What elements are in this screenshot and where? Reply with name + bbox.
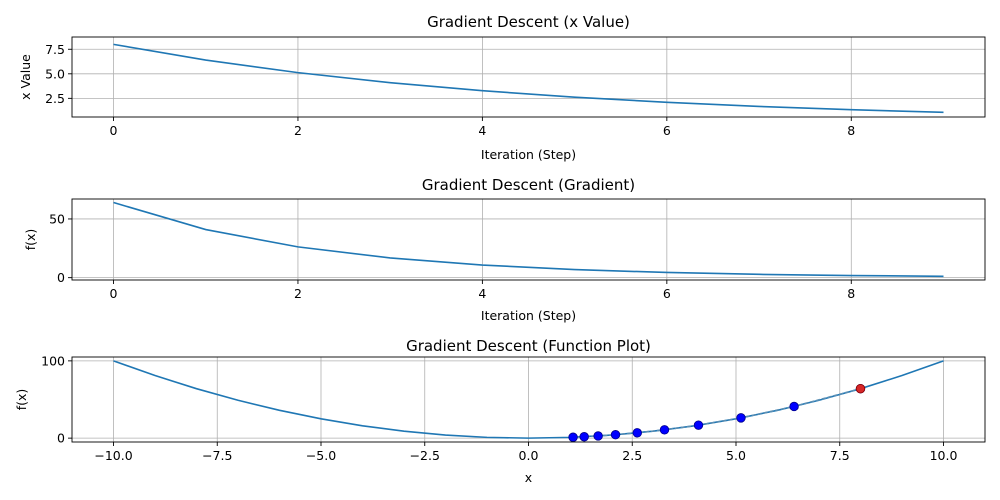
series-line <box>113 201 944 278</box>
descent-point <box>579 432 589 442</box>
descent-point <box>736 413 746 423</box>
series-line <box>113 43 944 114</box>
x-tick-label: −7.5 <box>202 448 232 463</box>
axes-frame <box>71 36 986 118</box>
x-tick-label: 6 <box>663 286 671 301</box>
x-tick-label: 8 <box>847 123 855 138</box>
subplot-3: −10.0 −7.5 −5.0 −2.5 0.0 2.5 5.0 7.5 10.0 0 100 Gra… <box>14 337 986 485</box>
x-tick-label: 0.0 <box>519 448 539 463</box>
x-tick-label: 0 <box>110 123 118 138</box>
axes-frame <box>71 198 986 281</box>
descent-point <box>659 425 670 435</box>
x-tick-label: 0 <box>110 286 118 301</box>
descent-point <box>693 420 704 430</box>
y-tick-label: 7.5 <box>45 42 65 57</box>
x-axis-label: Iteration (Step) <box>481 308 576 323</box>
y-tick-label: 0 <box>57 270 65 285</box>
x-tick-label: −2.5 <box>410 448 440 463</box>
y-axis-label: x Value <box>18 54 33 100</box>
descent-path-line <box>573 387 861 439</box>
y-axis-label: f(x) <box>14 389 29 411</box>
x-tick-label: 4 <box>478 123 486 138</box>
x-tick-label: 2 <box>294 123 302 138</box>
x-axis-label: x <box>525 470 532 485</box>
descent-point <box>632 428 642 438</box>
descent-point <box>789 401 799 412</box>
subplot-2: 0 2 4 6 8 0 50 Gradient Descent (Gradient) Itera… <box>23 176 986 323</box>
x-tick-label: 10.0 <box>930 448 958 463</box>
descent-point <box>610 430 621 440</box>
x-axis-label: Iteration (Step) <box>481 147 576 162</box>
subplot-title: Gradient Descent (x Value) <box>427 13 630 31</box>
x-tick-label: 2.5 <box>622 448 642 463</box>
x-tick-label: −5.0 <box>306 448 336 463</box>
x-tick-label: −10.0 <box>94 448 132 463</box>
y-tick-label: 50 <box>49 211 65 226</box>
x-tick-label: 8 <box>847 286 855 301</box>
subplot-title: Gradient Descent (Gradient) <box>422 176 635 194</box>
y-tick-label: 5.0 <box>45 66 65 81</box>
x-tick-label: 2 <box>294 286 302 301</box>
x-tick-label: 5.0 <box>726 448 746 463</box>
subplot-title: Gradient Descent (Function Plot) <box>406 337 651 355</box>
start-point <box>855 383 866 394</box>
x-tick-label: 6 <box>663 123 671 138</box>
descent-point <box>593 431 603 441</box>
y-tick-label: 2.5 <box>45 91 65 106</box>
x-tick-label: 7.5 <box>830 448 850 463</box>
x-tick-label: 4 <box>478 286 486 301</box>
y-axis-label: f(x) <box>23 229 38 251</box>
y-tick-label: 100 <box>41 353 65 368</box>
y-tick-label: 0 <box>57 431 65 446</box>
subplot-1: 0 2 4 6 8 2.5 5.0 7.5 Gradient Descent (x Value)… <box>18 13 986 162</box>
descent-point <box>568 432 578 442</box>
